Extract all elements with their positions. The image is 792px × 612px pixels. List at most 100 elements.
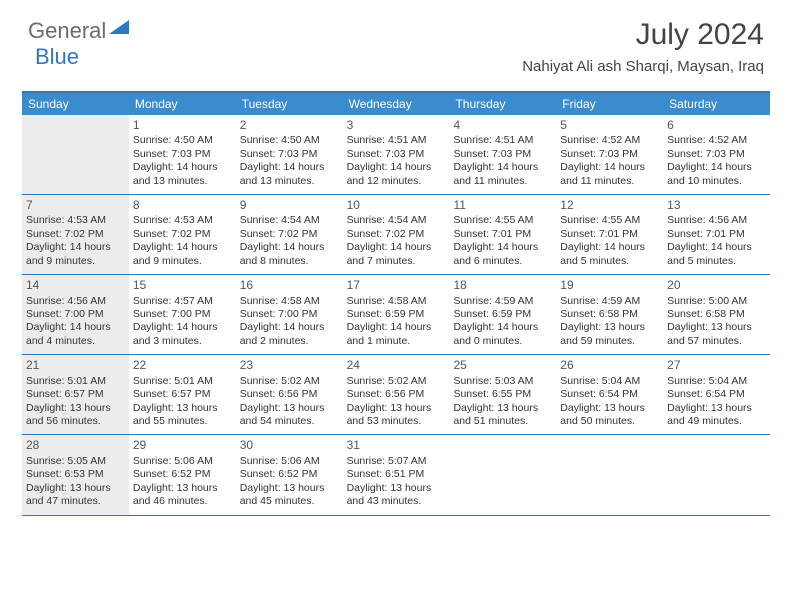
calendar-day: 30Sunrise: 5:06 AMSunset: 6:52 PMDayligh…	[236, 435, 343, 514]
calendar-day: 9Sunrise: 4:54 AMSunset: 7:02 PMDaylight…	[236, 195, 343, 274]
daylight-text: Daylight: 14 hours and 5 minutes.	[667, 241, 766, 268]
weekday-header: Tuesday	[236, 93, 343, 115]
sunset-text: Sunset: 7:01 PM	[560, 228, 659, 241]
sunset-text: Sunset: 7:03 PM	[347, 148, 446, 161]
calendar-day	[449, 435, 556, 514]
sunrise-text: Sunrise: 4:54 AM	[347, 214, 446, 227]
weekday-header: Thursday	[449, 93, 556, 115]
sunset-text: Sunset: 6:56 PM	[347, 388, 446, 401]
sunset-text: Sunset: 6:52 PM	[133, 468, 232, 481]
sunset-text: Sunset: 7:00 PM	[26, 308, 125, 321]
header: General July 2024 Nahiyat Ali ash Sharqi…	[0, 0, 792, 79]
weekday-header: Wednesday	[343, 93, 450, 115]
sunrise-text: Sunrise: 4:51 AM	[347, 134, 446, 147]
day-number: 28	[26, 438, 125, 453]
day-number: 14	[26, 278, 125, 293]
day-number: 1	[133, 118, 232, 133]
sunrise-text: Sunrise: 5:00 AM	[667, 295, 766, 308]
daylight-text: Daylight: 14 hours and 11 minutes.	[560, 161, 659, 188]
daylight-text: Daylight: 13 hours and 59 minutes.	[560, 321, 659, 348]
sunset-text: Sunset: 6:52 PM	[240, 468, 339, 481]
daylight-text: Daylight: 13 hours and 56 minutes.	[26, 402, 125, 429]
day-number: 11	[453, 198, 552, 213]
sunrise-text: Sunrise: 4:53 AM	[133, 214, 232, 227]
calendar-day: 2Sunrise: 4:50 AMSunset: 7:03 PMDaylight…	[236, 115, 343, 194]
sunrise-text: Sunrise: 5:03 AM	[453, 375, 552, 388]
calendar-day: 16Sunrise: 4:58 AMSunset: 7:00 PMDayligh…	[236, 275, 343, 354]
sunset-text: Sunset: 6:55 PM	[453, 388, 552, 401]
month-title: July 2024	[522, 18, 764, 52]
day-number: 12	[560, 198, 659, 213]
sunset-text: Sunset: 7:01 PM	[667, 228, 766, 241]
daylight-text: Daylight: 14 hours and 4 minutes.	[26, 321, 125, 348]
day-number: 23	[240, 358, 339, 373]
sunrise-text: Sunrise: 5:04 AM	[560, 375, 659, 388]
daylight-text: Daylight: 14 hours and 5 minutes.	[560, 241, 659, 268]
daylight-text: Daylight: 13 hours and 45 minutes.	[240, 482, 339, 509]
calendar-day: 15Sunrise: 4:57 AMSunset: 7:00 PMDayligh…	[129, 275, 236, 354]
day-number: 16	[240, 278, 339, 293]
sunset-text: Sunset: 7:03 PM	[667, 148, 766, 161]
sunset-text: Sunset: 6:58 PM	[667, 308, 766, 321]
logo-text-general: General	[28, 18, 106, 44]
sunrise-text: Sunrise: 4:59 AM	[453, 295, 552, 308]
daylight-text: Daylight: 14 hours and 10 minutes.	[667, 161, 766, 188]
day-number: 25	[453, 358, 552, 373]
daylight-text: Daylight: 13 hours and 49 minutes.	[667, 402, 766, 429]
calendar-day: 31Sunrise: 5:07 AMSunset: 6:51 PMDayligh…	[343, 435, 450, 514]
sunset-text: Sunset: 7:02 PM	[240, 228, 339, 241]
sunrise-text: Sunrise: 5:02 AM	[347, 375, 446, 388]
sunrise-text: Sunrise: 4:55 AM	[560, 214, 659, 227]
day-number: 3	[347, 118, 446, 133]
daylight-text: Daylight: 13 hours and 47 minutes.	[26, 482, 125, 509]
day-number: 22	[133, 358, 232, 373]
calendar-body: 1Sunrise: 4:50 AMSunset: 7:03 PMDaylight…	[22, 115, 770, 516]
calendar-day: 8Sunrise: 4:53 AMSunset: 7:02 PMDaylight…	[129, 195, 236, 274]
sunset-text: Sunset: 7:03 PM	[240, 148, 339, 161]
sunrise-text: Sunrise: 5:06 AM	[133, 455, 232, 468]
calendar-day: 21Sunrise: 5:01 AMSunset: 6:57 PMDayligh…	[22, 355, 129, 434]
sunrise-text: Sunrise: 4:54 AM	[240, 214, 339, 227]
daylight-text: Daylight: 14 hours and 12 minutes.	[347, 161, 446, 188]
sunrise-text: Sunrise: 4:52 AM	[667, 134, 766, 147]
sunrise-text: Sunrise: 4:51 AM	[453, 134, 552, 147]
sunrise-text: Sunrise: 5:02 AM	[240, 375, 339, 388]
sunset-text: Sunset: 6:59 PM	[347, 308, 446, 321]
calendar-day: 26Sunrise: 5:04 AMSunset: 6:54 PMDayligh…	[556, 355, 663, 434]
calendar-day: 1Sunrise: 4:50 AMSunset: 7:03 PMDaylight…	[129, 115, 236, 194]
sunrise-text: Sunrise: 4:53 AM	[26, 214, 125, 227]
sunrise-text: Sunrise: 4:58 AM	[347, 295, 446, 308]
calendar-day	[22, 115, 129, 194]
day-number: 10	[347, 198, 446, 213]
weekday-header: Monday	[129, 93, 236, 115]
day-number: 17	[347, 278, 446, 293]
sunset-text: Sunset: 7:02 PM	[133, 228, 232, 241]
daylight-text: Daylight: 13 hours and 54 minutes.	[240, 402, 339, 429]
calendar-day: 24Sunrise: 5:02 AMSunset: 6:56 PMDayligh…	[343, 355, 450, 434]
day-number: 26	[560, 358, 659, 373]
calendar-week: 21Sunrise: 5:01 AMSunset: 6:57 PMDayligh…	[22, 355, 770, 435]
calendar-day: 17Sunrise: 4:58 AMSunset: 6:59 PMDayligh…	[343, 275, 450, 354]
day-number: 6	[667, 118, 766, 133]
sunset-text: Sunset: 6:57 PM	[133, 388, 232, 401]
title-block: July 2024 Nahiyat Ali ash Sharqi, Maysan…	[522, 18, 764, 75]
sunrise-text: Sunrise: 4:56 AM	[26, 295, 125, 308]
sunrise-text: Sunrise: 5:04 AM	[667, 375, 766, 388]
sunrise-text: Sunrise: 4:58 AM	[240, 295, 339, 308]
sunset-text: Sunset: 6:58 PM	[560, 308, 659, 321]
day-number: 7	[26, 198, 125, 213]
calendar-day	[663, 435, 770, 514]
daylight-text: Daylight: 14 hours and 3 minutes.	[133, 321, 232, 348]
calendar-week: 14Sunrise: 4:56 AMSunset: 7:00 PMDayligh…	[22, 275, 770, 355]
daylight-text: Daylight: 14 hours and 9 minutes.	[26, 241, 125, 268]
calendar-day: 20Sunrise: 5:00 AMSunset: 6:58 PMDayligh…	[663, 275, 770, 354]
calendar: Sunday Monday Tuesday Wednesday Thursday…	[22, 91, 770, 516]
calendar-day: 23Sunrise: 5:02 AMSunset: 6:56 PMDayligh…	[236, 355, 343, 434]
sunrise-text: Sunrise: 4:57 AM	[133, 295, 232, 308]
calendar-day: 19Sunrise: 4:59 AMSunset: 6:58 PMDayligh…	[556, 275, 663, 354]
day-number: 2	[240, 118, 339, 133]
daylight-text: Daylight: 14 hours and 6 minutes.	[453, 241, 552, 268]
calendar-day: 3Sunrise: 4:51 AMSunset: 7:03 PMDaylight…	[343, 115, 450, 194]
daylight-text: Daylight: 13 hours and 50 minutes.	[560, 402, 659, 429]
calendar-day: 5Sunrise: 4:52 AMSunset: 7:03 PMDaylight…	[556, 115, 663, 194]
